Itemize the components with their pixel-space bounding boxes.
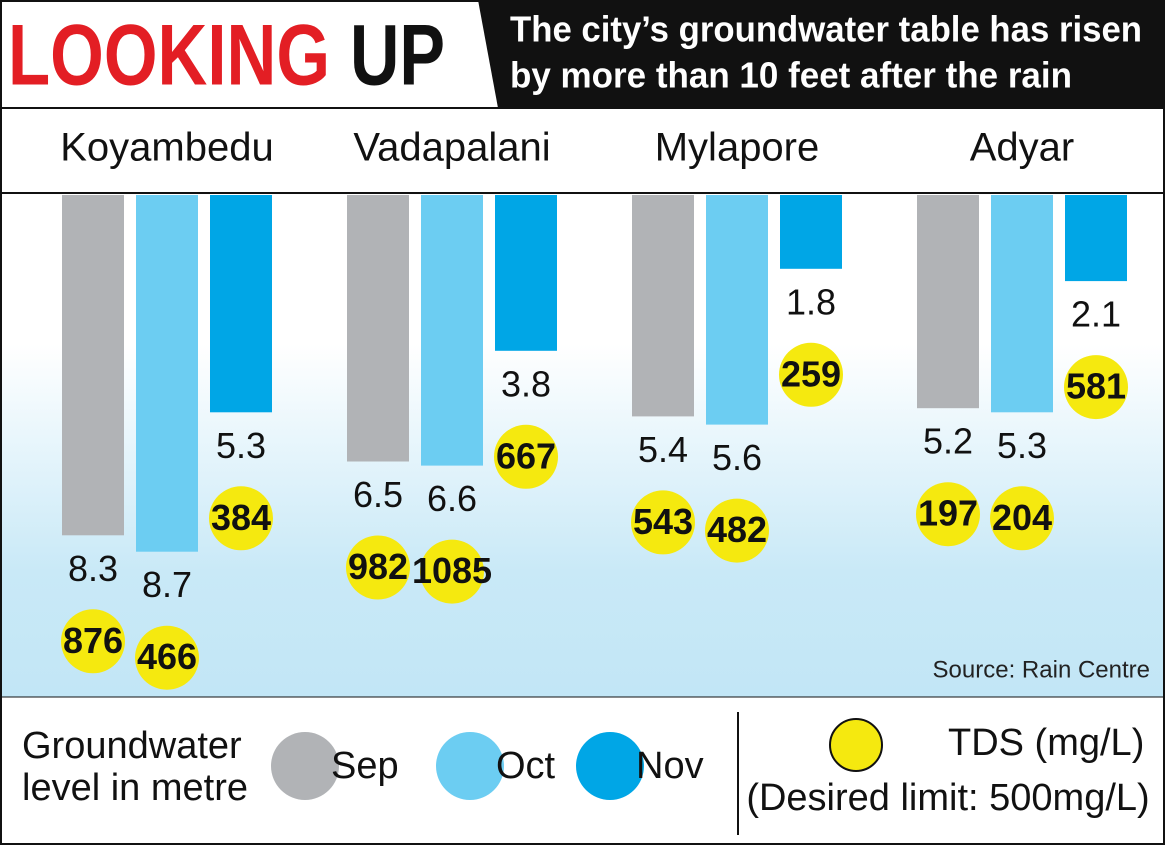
value-label: 5.2: [923, 421, 973, 462]
tds-label: 259: [781, 353, 841, 394]
tds-dot: [631, 490, 695, 555]
category-label: Vadapalani: [353, 126, 550, 170]
value-label: 5.3: [216, 425, 266, 466]
tds-label: 482: [707, 509, 767, 550]
tds-dot: [705, 498, 769, 563]
tds-dot: [61, 609, 125, 674]
source: Source: Rain Centre: [933, 656, 1150, 683]
bar: [210, 195, 272, 413]
tds-label: 667: [496, 435, 556, 476]
legend-label: Oct: [496, 745, 556, 787]
bar: [495, 195, 557, 351]
tds-dot: [346, 535, 410, 600]
tds-dot: [420, 539, 484, 604]
value-label: 3.8: [501, 363, 551, 404]
tds-label: 982: [348, 546, 408, 587]
bar: [917, 195, 979, 409]
tds-label: 1085: [412, 550, 492, 591]
title: UP: [350, 8, 445, 104]
tds-label: 466: [137, 636, 197, 677]
bar: [706, 195, 768, 425]
bar: [347, 195, 409, 462]
tds-dot: [135, 625, 199, 690]
tds-dot: [209, 486, 273, 551]
legend-label: Nov: [636, 745, 704, 787]
tds-label: 197: [918, 493, 978, 534]
value-label: 2.1: [1071, 294, 1121, 335]
tds-dot: [494, 424, 558, 489]
tds-legend-note: (Desired limit: 500mg/L): [746, 777, 1149, 819]
bar: [136, 195, 198, 552]
legend-swatch: [436, 732, 504, 800]
value-label: 5.3: [997, 425, 1047, 466]
value-label: 8.3: [68, 548, 118, 589]
header-panel: [478, 0, 1165, 108]
category-label: Adyar: [970, 126, 1075, 170]
value-label: 6.6: [427, 478, 477, 519]
value-label: 5.4: [638, 429, 688, 470]
tds-dot: [990, 486, 1054, 551]
bar: [991, 195, 1053, 413]
legend-swatch: [576, 732, 644, 800]
bar: [632, 195, 694, 417]
title: LOOKING: [8, 8, 330, 104]
category-label: Koyambedu: [60, 126, 273, 170]
legend-title: level in metre: [22, 767, 248, 809]
subtitle: The city’s groundwater table has risen: [510, 9, 1142, 50]
tds-label: 876: [63, 620, 123, 661]
tds-legend-label: TDS (mg/L): [948, 722, 1144, 764]
value-label: 8.7: [142, 564, 192, 605]
subtitle: by more than 10 feet after the rain: [510, 55, 1072, 96]
legend-swatch: [271, 732, 339, 800]
tds-label: 543: [633, 501, 693, 542]
bar: [1065, 195, 1127, 282]
bar: [421, 195, 483, 466]
tds-legend-swatch: [829, 718, 883, 772]
tds-label: 581: [1066, 366, 1126, 407]
value-label: 6.5: [353, 474, 403, 515]
tds-dot: [779, 342, 843, 407]
tds-dot: [1064, 355, 1128, 420]
bar: [780, 195, 842, 269]
value-label: 1.8: [786, 281, 836, 322]
legend-title: Groundwater: [22, 725, 242, 767]
bar: [62, 195, 124, 536]
value-label: 5.6: [712, 437, 762, 478]
category-label: Mylapore: [655, 126, 820, 170]
tds-dot: [916, 482, 980, 547]
tds-label: 204: [992, 497, 1052, 538]
tds-label: 384: [211, 497, 271, 538]
legend-label: Sep: [331, 745, 399, 787]
